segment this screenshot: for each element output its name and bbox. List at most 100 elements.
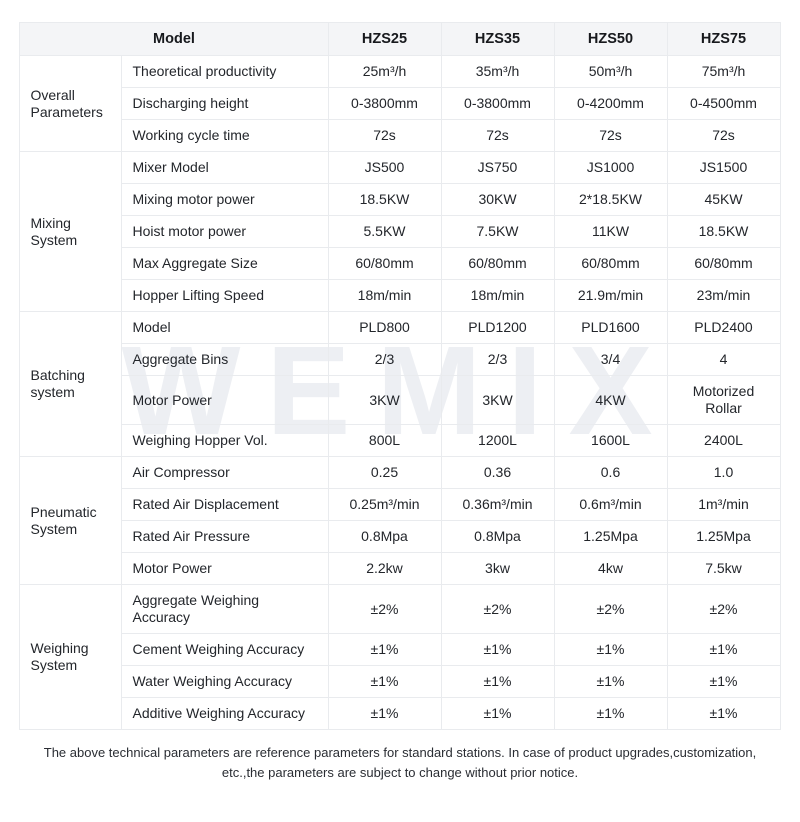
value-cell: 4kw (553, 552, 668, 585)
param-label: Cement Weighing Accuracy (121, 633, 329, 666)
spec-sheet-page: WEMIX Model HZS25 HZS35 HZS50 HZS75 Over… (0, 22, 800, 822)
table-row: Batching system Model PLD800 PLD1200 PLD… (19, 311, 781, 457)
value-cell: 0.36 (440, 456, 555, 489)
value-cell: ±1% (666, 665, 781, 698)
value-cell: 3kw (440, 552, 555, 585)
table-row: Rated Air Displacement 0.25m³/min 0.36m³… (20, 488, 781, 521)
value-cell: 0.25 (327, 456, 442, 489)
group-label-weighing-system: Weighing System (19, 584, 123, 730)
value-cell: 0.6 (553, 456, 668, 489)
header-cell-hzs75: HZS75 (666, 22, 781, 56)
value-cell: 800L (327, 424, 442, 457)
group-label-batching-system: Batching system (19, 311, 123, 457)
value-cell: 60/80mm (327, 247, 442, 280)
value-cell: 7.5kw (666, 552, 781, 585)
value-cell: ±1% (666, 697, 781, 730)
value-cell: 3KW (440, 375, 555, 425)
value-cell: 2/3 (327, 343, 442, 376)
value-cell: 60/80mm (553, 247, 668, 280)
table-row: Cement Weighing Accuracy ±1% ±1% ±1% ±1% (20, 633, 781, 666)
param-label: Hoist motor power (121, 215, 329, 248)
value-cell: ±1% (327, 665, 442, 698)
table-row: Weighing Hopper Vol. 800L 1200L 1600L 24… (20, 424, 781, 457)
value-cell: 72s (440, 119, 555, 152)
param-label: Rated Air Displacement (121, 488, 329, 521)
param-label: Air Compressor (121, 456, 329, 489)
footer-note-line2: etc.,the parameters are subject to chang… (221, 765, 579, 781)
value-cell: 2400L (666, 424, 781, 457)
value-cell: 30KW (440, 183, 555, 216)
value-cell: 3/4 (553, 343, 668, 376)
table-row: Weighing System Aggregate Weighing Accur… (19, 584, 781, 730)
value-cell: 1.25Mpa (666, 520, 781, 553)
value-cell: 1200L (440, 424, 555, 457)
value-cell: 72s (553, 119, 668, 152)
value-cell: JS1000 (553, 151, 668, 184)
param-label: Motor Power (121, 375, 329, 425)
value-cell: ±1% (327, 697, 442, 730)
value-cell: ±1% (553, 697, 668, 730)
value-cell: 4 (666, 343, 781, 376)
param-label: Theoretical productivity (121, 55, 329, 88)
specifications-table: Model HZS25 HZS35 HZS50 HZS75 Overall Pa… (19, 22, 781, 730)
group-label-mixing-system: Mixing System (19, 151, 123, 312)
value-cell: ±1% (553, 665, 668, 698)
header-cell-hzs25: HZS25 (327, 22, 442, 56)
param-label: Hopper Lifting Speed (121, 279, 329, 312)
value-cell: 0-3800mm (440, 87, 555, 120)
table-row: Max Aggregate Size 60/80mm 60/80mm 60/80… (20, 247, 781, 280)
value-cell: 18m/min (440, 279, 555, 312)
value-cell: PLD2400 (666, 311, 781, 344)
value-cell: JS1500 (666, 151, 781, 184)
value-cell: ±2% (553, 584, 668, 634)
value-cell: ±1% (327, 633, 442, 666)
group-label-pneumatic-system: Pneumatic System (19, 456, 123, 585)
value-cell: 1.25Mpa (553, 520, 668, 553)
value-cell: 1m³/min (666, 488, 781, 521)
value-cell: 18.5KW (666, 215, 781, 248)
value-cell: 1.0 (666, 456, 781, 489)
footer-note-line1: The above technical parameters are refer… (43, 745, 757, 760)
table-row: Hopper Lifting Speed 18m/min 18m/min 21.… (20, 279, 781, 312)
value-cell: ±1% (666, 633, 781, 666)
value-cell: 5.5KW (327, 215, 442, 248)
value-cell: 50m³/h (553, 55, 668, 88)
header-cell-model: Model (19, 22, 329, 56)
table-row: Additive Weighing Accuracy ±1% ±1% ±1% ±… (20, 697, 781, 730)
value-cell: ±2% (327, 584, 442, 634)
value-cell: 0-4200mm (553, 87, 668, 120)
value-cell: 0.6m³/min (553, 488, 668, 521)
param-label: Mixing motor power (121, 183, 329, 216)
group-label-overall-parameters: Overall Parameters (19, 55, 123, 152)
table-row: Discharging height 0-3800mm 0-3800mm 0-4… (20, 87, 781, 120)
param-label: Aggregate Bins (121, 343, 329, 376)
table-row: Pneumatic System Air Compressor 0.25 0.3… (19, 456, 781, 585)
value-cell: 0-4500mm (666, 87, 781, 120)
param-label: Weighing Hopper Vol. (121, 424, 329, 457)
value-cell: 0.8Mpa (440, 520, 555, 553)
table-row: Motor Power 3KW 3KW 4KW Motorized Rollar (20, 375, 781, 425)
value-cell: 2*18.5KW (553, 183, 668, 216)
value-cell: PLD1600 (553, 311, 668, 344)
value-cell: 0.8Mpa (327, 520, 442, 553)
value-cell: 25m³/h (327, 55, 442, 88)
value-cell: 3KW (327, 375, 442, 425)
value-cell: 72s (327, 119, 442, 152)
param-label: Discharging height (121, 87, 329, 120)
value-cell: PLD1200 (440, 311, 555, 344)
value-cell: ±1% (440, 697, 555, 730)
value-cell: 35m³/h (440, 55, 555, 88)
value-cell: Motorized Rollar (666, 375, 781, 425)
value-cell: ±2% (666, 584, 781, 634)
header-row: Model HZS25 HZS35 HZS50 HZS75 (19, 22, 781, 56)
value-cell: 0.25m³/min (327, 488, 442, 521)
value-cell: ±1% (440, 633, 555, 666)
value-cell: ±1% (553, 633, 668, 666)
value-cell: JS500 (327, 151, 442, 184)
value-cell: 7.5KW (440, 215, 555, 248)
value-cell: 18m/min (327, 279, 442, 312)
param-label: Working cycle time (121, 119, 329, 152)
value-cell: 23m/min (666, 279, 781, 312)
table-row: Water Weighing Accuracy ±1% ±1% ±1% ±1% (20, 665, 781, 698)
param-label: Water Weighing Accuracy (121, 665, 329, 698)
